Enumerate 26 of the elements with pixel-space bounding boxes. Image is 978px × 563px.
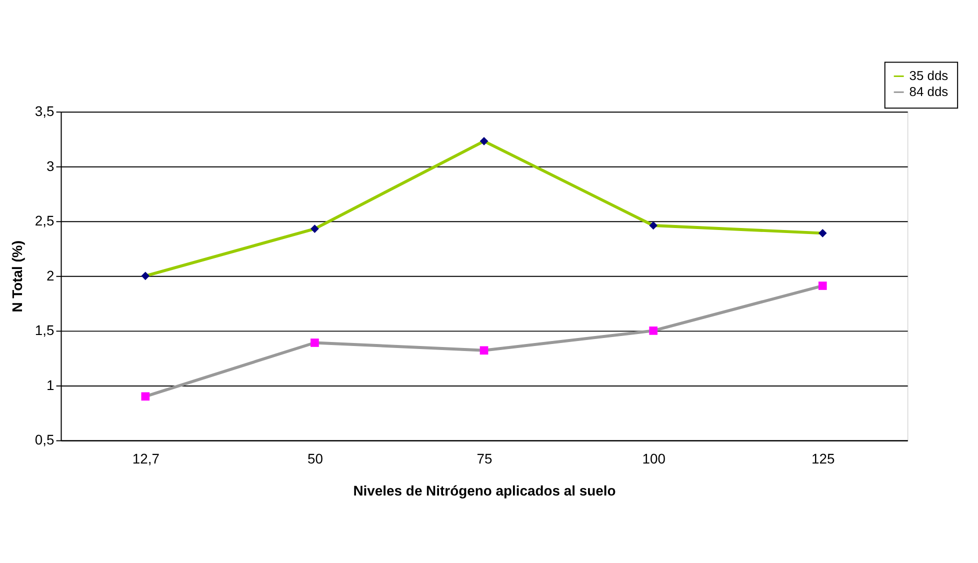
point [310,224,319,233]
y-tick-label: 3 [46,158,55,174]
x-tick-label: 75 [476,450,493,467]
x-axis-title: Niveles de Nitrógeno aplicados al suelo [353,482,616,499]
point [141,392,150,401]
y-tick-label: 1,5 [34,322,55,338]
point [480,346,488,355]
point [649,326,658,335]
x-tick-label: 125 [812,450,836,467]
x-tick-label: 50 [307,450,324,467]
point [818,229,827,238]
y-tick-label: 0,5 [34,432,55,448]
y-axis-title: N Total (%) [8,240,25,312]
x-tick-label: 100 [642,450,666,467]
x-tick-label: 12,7 [132,450,160,467]
point [480,137,488,146]
y-tick-label: 2 [46,267,55,284]
point [141,272,150,280]
legend-label: 84 dds [909,84,948,100]
point [310,338,319,347]
y-tick-label: 2,5 [34,212,55,229]
point [649,221,658,230]
y-tick-label: 3,5 [34,103,55,120]
point [818,282,827,290]
y-tick-label: 1 [46,376,55,393]
legend-label: 35 dds [909,68,948,84]
